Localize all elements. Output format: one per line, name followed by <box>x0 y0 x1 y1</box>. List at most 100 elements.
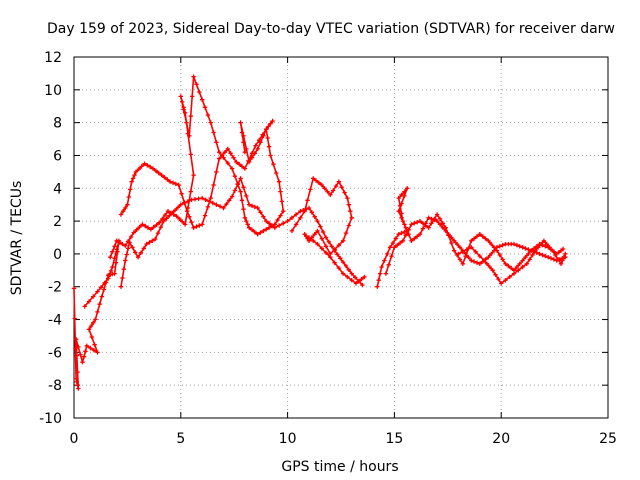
data-point <box>463 253 468 259</box>
data-point <box>182 200 187 205</box>
data-point <box>530 252 535 258</box>
data-point <box>469 258 474 263</box>
data-point <box>191 172 196 178</box>
data-point <box>523 246 528 251</box>
data-point <box>309 210 314 215</box>
data-point <box>323 244 329 249</box>
data-point <box>241 185 246 190</box>
data-point <box>134 227 139 232</box>
data-point <box>423 223 428 228</box>
data-point <box>437 216 443 222</box>
data-point <box>156 170 161 176</box>
y-tick-label: 4 <box>53 181 62 197</box>
series-trace <box>73 240 120 390</box>
data-point <box>402 189 407 194</box>
data-point <box>153 236 158 242</box>
data-point <box>319 182 324 188</box>
data-point <box>397 240 403 246</box>
data-point <box>437 222 443 227</box>
data-point <box>561 255 567 260</box>
series-track-1 <box>71 238 122 391</box>
data-point <box>237 162 242 167</box>
data-point <box>483 236 488 241</box>
data-point <box>182 110 188 115</box>
data-point <box>516 268 521 273</box>
data-point <box>349 215 354 220</box>
series-trace <box>458 240 567 285</box>
data-point <box>117 240 122 245</box>
data-point <box>86 327 92 332</box>
data-point <box>101 287 107 292</box>
data-point <box>318 224 323 229</box>
data-point <box>125 239 131 244</box>
data-point <box>514 264 520 270</box>
data-point <box>481 258 487 263</box>
data-point <box>200 222 205 227</box>
data-point <box>177 216 182 222</box>
data-point <box>168 210 173 216</box>
data-point <box>543 244 548 249</box>
data-point <box>112 244 117 249</box>
data-point <box>189 220 194 225</box>
data-point <box>298 215 303 220</box>
data-point <box>434 212 440 217</box>
axis-ticks <box>73 56 609 419</box>
y-tick-label: -6 <box>48 345 62 361</box>
data-point <box>460 249 465 254</box>
data-point <box>244 146 249 152</box>
data-point <box>278 213 283 218</box>
data-point <box>137 224 142 230</box>
series-track-5 <box>289 176 367 286</box>
data-point <box>135 255 141 260</box>
data-point <box>378 271 383 276</box>
data-point <box>245 222 250 227</box>
data-point <box>112 271 117 276</box>
data-point <box>217 150 222 155</box>
data-point <box>560 258 565 263</box>
data-point <box>147 240 152 245</box>
data-point <box>80 360 85 365</box>
data-point <box>180 219 185 224</box>
data-point <box>95 309 100 315</box>
data-point <box>266 124 271 129</box>
data-point <box>523 255 528 260</box>
data-point <box>123 243 128 248</box>
data-point <box>493 272 498 277</box>
data-point <box>268 121 273 126</box>
data-point <box>221 155 226 160</box>
data-point <box>480 234 485 239</box>
data-point <box>154 222 159 228</box>
data-point <box>187 133 192 138</box>
data-point <box>141 246 146 251</box>
x-tick-label: 20 <box>492 431 510 447</box>
data-point <box>238 120 243 125</box>
data-point <box>139 164 144 169</box>
data-point <box>167 213 172 218</box>
data-point <box>503 261 508 266</box>
data-point <box>184 120 189 125</box>
data-point <box>346 202 351 207</box>
data-point <box>405 186 410 191</box>
data-point <box>305 198 310 203</box>
data-point <box>471 236 477 241</box>
data-point <box>417 232 423 237</box>
data-point <box>171 212 176 217</box>
data-point <box>279 199 285 204</box>
data-point <box>205 112 211 118</box>
data-point <box>142 161 147 166</box>
data-point <box>264 127 269 132</box>
data-point <box>270 118 275 124</box>
data-point <box>490 268 495 273</box>
data-point <box>383 271 389 276</box>
data-point <box>123 205 128 211</box>
series-track-7 <box>383 212 566 276</box>
data-point <box>71 286 77 291</box>
data-point <box>224 201 229 207</box>
data-point <box>328 192 333 197</box>
data-point <box>157 220 162 225</box>
data-point <box>249 227 255 232</box>
data-point <box>321 229 326 235</box>
data-point <box>349 278 354 283</box>
data-point <box>271 162 276 167</box>
data-point <box>356 279 361 284</box>
